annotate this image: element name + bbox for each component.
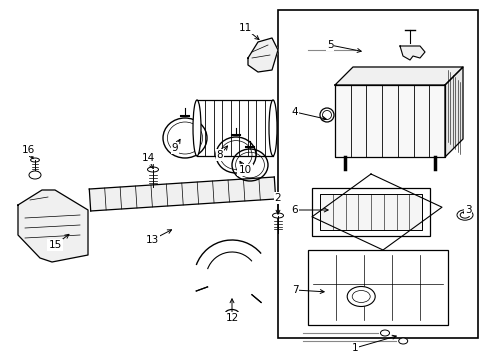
Ellipse shape <box>399 338 408 344</box>
Polygon shape <box>18 190 88 262</box>
Bar <box>312 188 430 236</box>
Text: 2: 2 <box>275 193 281 203</box>
Polygon shape <box>248 38 278 72</box>
Text: 6: 6 <box>292 205 298 215</box>
Ellipse shape <box>457 210 473 220</box>
Bar <box>308 250 448 325</box>
Ellipse shape <box>193 100 201 156</box>
Text: 13: 13 <box>146 235 159 245</box>
Text: 12: 12 <box>225 313 239 323</box>
Text: 10: 10 <box>239 165 251 175</box>
Text: 7: 7 <box>292 285 298 295</box>
Text: 3: 3 <box>465 205 471 215</box>
Polygon shape <box>445 67 463 157</box>
Ellipse shape <box>225 310 239 319</box>
Bar <box>278 10 478 338</box>
Polygon shape <box>89 177 276 211</box>
Ellipse shape <box>460 212 470 218</box>
Text: 5: 5 <box>327 40 333 50</box>
Text: 8: 8 <box>217 150 223 160</box>
Text: 1: 1 <box>352 343 358 353</box>
Ellipse shape <box>272 213 284 218</box>
Text: 4: 4 <box>292 107 298 117</box>
Text: 11: 11 <box>238 23 252 33</box>
Ellipse shape <box>381 330 390 336</box>
Polygon shape <box>335 67 463 85</box>
Text: 16: 16 <box>22 145 35 155</box>
Polygon shape <box>335 85 445 157</box>
Text: 15: 15 <box>49 240 62 250</box>
Text: 9: 9 <box>172 143 178 153</box>
Ellipse shape <box>30 158 39 162</box>
Bar <box>320 194 422 230</box>
Ellipse shape <box>29 171 41 179</box>
Ellipse shape <box>320 108 334 122</box>
Text: 14: 14 <box>142 153 155 163</box>
Ellipse shape <box>347 287 375 306</box>
Ellipse shape <box>352 291 370 302</box>
Polygon shape <box>400 46 425 60</box>
Ellipse shape <box>147 167 158 172</box>
Ellipse shape <box>269 100 277 156</box>
Ellipse shape <box>322 111 332 120</box>
